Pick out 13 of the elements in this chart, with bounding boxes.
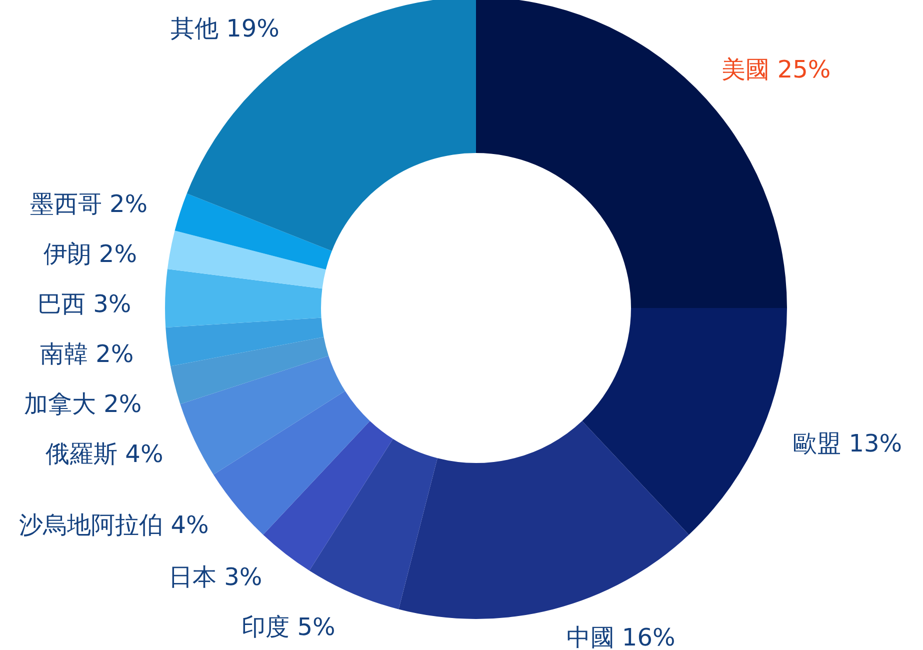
slice-label: 沙烏地阿拉伯 4% bbox=[19, 511, 209, 540]
slice-label: 中國 16% bbox=[566, 623, 676, 650]
slice-label: 伊朗 2% bbox=[43, 240, 138, 268]
slice-label: 墨西哥 2% bbox=[30, 190, 148, 218]
slice-label: 美國 25% bbox=[722, 55, 831, 84]
slice-label: 印度 5% bbox=[242, 612, 336, 641]
slice-label: 歐盟 13% bbox=[793, 430, 902, 458]
slice-label: 加拿大 2% bbox=[24, 390, 142, 418]
slice-label: 俄羅斯 4% bbox=[46, 440, 164, 468]
slice-label: 其他 19% bbox=[170, 14, 280, 43]
slice-label: 巴西 3% bbox=[37, 290, 132, 318]
slice-label: 南韓 2% bbox=[40, 340, 134, 368]
slice-label: 日本 3% bbox=[168, 562, 262, 591]
